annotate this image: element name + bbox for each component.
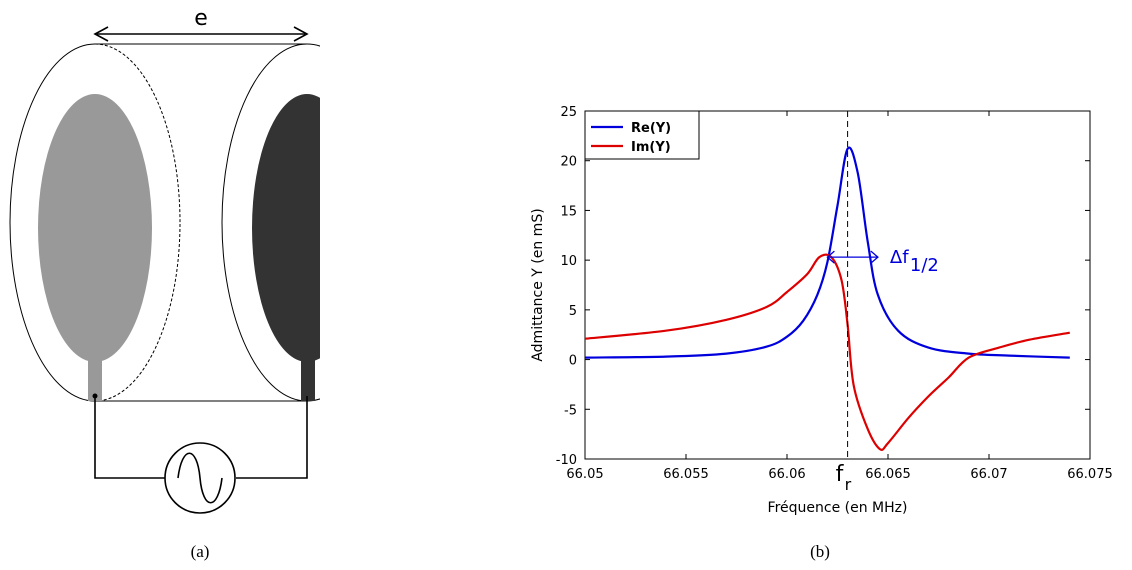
caption-b: (b): [810, 542, 830, 561]
bandwidth-arrow-right-head: [870, 250, 879, 264]
y-tick-label: 15: [560, 204, 577, 219]
caption-a: (a): [190, 542, 210, 561]
series-line-im: [584, 253, 1070, 451]
admittance-chart: 66.05 66.055 66.06 66.065 66.07 66.075 -10 -5 0 5…: [530, 105, 1113, 516]
x-axis-label: Fréquence (en MHz): [768, 500, 908, 516]
legend-label: Im(Y): [631, 140, 671, 155]
thickness-arrow-left-head: [93, 26, 109, 42]
ac-source-icon: [164, 442, 236, 514]
bandwidth-arrow-left-head: [826, 250, 835, 264]
left-electrode-tab: [88, 355, 102, 401]
y-axis-label: Admittance Y (en mS): [530, 208, 546, 361]
left-disc-front-outline: [9, 43, 96, 402]
series-line-re: [584, 146, 1070, 359]
y-tick-label: 5: [569, 304, 577, 319]
left-electrode: [38, 94, 152, 362]
x-tick-label: 66.07: [970, 467, 1007, 482]
y-tick-label: 10: [560, 254, 577, 269]
disc-diagram: e: [9, 6, 320, 514]
x-tick-label: 66.05: [566, 467, 603, 482]
thickness-label: e: [194, 6, 208, 31]
circuit-wire-right: [236, 396, 308, 479]
left-disc-back-outline: [94, 43, 181, 402]
legend-label: Re(Y): [631, 121, 671, 136]
y-tick-label: 20: [560, 155, 577, 170]
x-tick-label: 66.075: [1067, 467, 1113, 482]
y-tick-label: -10: [556, 453, 577, 468]
y-tick-label: 0: [569, 354, 577, 369]
bandwidth-label: Δf: [890, 247, 909, 268]
x-tick-label: 66.055: [663, 467, 709, 482]
y-tick-label: 25: [560, 105, 577, 120]
right-electrode: [252, 94, 320, 362]
thickness-arrow-right-head: [293, 26, 309, 42]
x-tick-label: 66.06: [768, 467, 805, 482]
bandwidth-label-subscript: 1/2: [910, 255, 939, 276]
legend-box: [584, 110, 700, 160]
circuit-wire-left: [94, 396, 165, 479]
resonance-label-subscript: r: [845, 475, 852, 494]
x-tick-label: 66.065: [865, 467, 911, 482]
right-electrode-tab: [301, 355, 315, 401]
plot-frame: [584, 110, 1091, 460]
resonance-label: f: [836, 462, 845, 487]
y-tick-label: -5: [564, 403, 577, 418]
